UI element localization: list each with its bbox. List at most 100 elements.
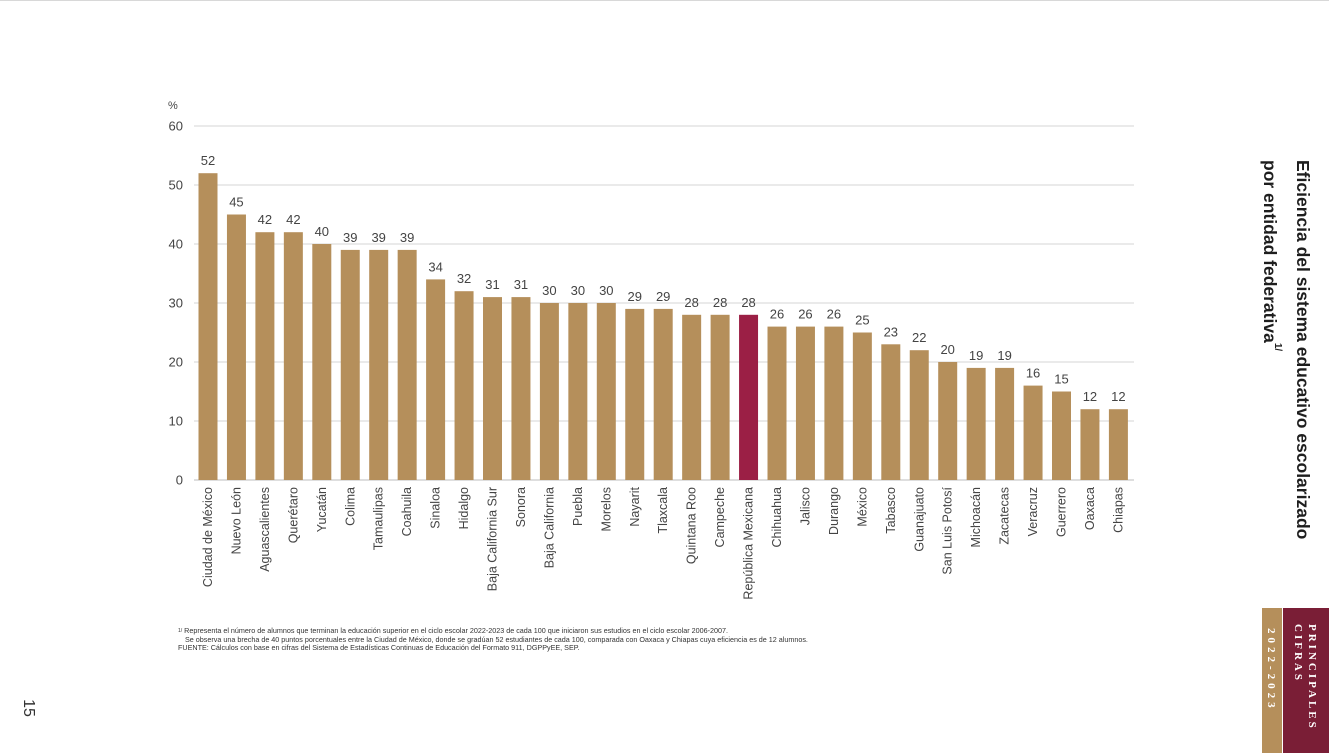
bar	[710, 314, 730, 480]
bar-value-label: 28	[741, 295, 755, 310]
bars	[198, 173, 1128, 480]
bar	[369, 249, 389, 480]
x-tick-label: Tamaulipas	[372, 487, 386, 550]
bar-value-label: 12	[1083, 389, 1097, 404]
y-tick-label: 20	[169, 355, 183, 370]
bar-value-label: 15	[1054, 372, 1068, 387]
bar	[795, 326, 815, 480]
x-tick-label: Campeche	[713, 487, 727, 547]
bar	[739, 314, 759, 480]
x-tick-label: Baja California	[542, 487, 556, 568]
bar-value-label: 29	[628, 289, 642, 304]
bar	[454, 291, 474, 480]
bar	[682, 314, 702, 480]
bar	[596, 303, 616, 480]
bar	[397, 249, 417, 480]
bar-value-label: 32	[457, 271, 471, 286]
chart-notes: 1/ Representa el número de alumnos que t…	[178, 626, 898, 653]
badge-label: PRINCIPALES CIFRAS	[1291, 624, 1319, 731]
y-tick-label: 30	[169, 296, 183, 311]
bar-value-label: 31	[514, 277, 528, 292]
y-axis-unit-label: %	[168, 100, 178, 112]
chart-title: Eficiencia del sistema educativo escolar…	[1260, 160, 1315, 600]
y-axis: 0 10 20 30 40 50 60	[169, 119, 183, 488]
badge-year-strip: 2022-2023	[1262, 608, 1282, 753]
bar-value-label: 26	[827, 307, 841, 322]
bar	[255, 232, 275, 480]
bar	[1108, 409, 1128, 480]
x-tick-label: Yucatán	[315, 487, 329, 532]
bar	[340, 249, 360, 480]
bar	[909, 350, 929, 480]
x-tick-label: Sonora	[514, 487, 528, 527]
x-tick-label: Sinaloa	[429, 487, 443, 529]
x-tick-label: Chiapas	[1111, 487, 1125, 533]
data-labels: 52 45 42 42 40 39 39 39 34 32 31 31 30 30 30 29 29 28 28 28…	[201, 153, 1126, 404]
x-tick-label: Nuevo León	[229, 487, 243, 554]
x-tick-label: Jalisco	[798, 487, 812, 525]
x-tick-label: Guanajuato	[912, 487, 926, 552]
bar	[995, 367, 1015, 480]
bar-value-label: 16	[1026, 366, 1040, 381]
x-tick-label: Morelos	[599, 487, 613, 531]
bar-value-label: 29	[656, 289, 670, 304]
bar	[426, 279, 446, 480]
bar-value-label: 25	[855, 313, 869, 328]
x-tick-label: Aguascalientes	[258, 487, 272, 572]
bar	[226, 214, 246, 480]
bar	[1080, 409, 1100, 480]
chart-title-line-1: Eficiencia del sistema educativo escolar…	[1293, 160, 1313, 540]
bar-value-label: 12	[1111, 389, 1125, 404]
bar	[881, 344, 901, 480]
badge-label-strip: PRINCIPALES CIFRAS	[1283, 608, 1329, 753]
bar-value-label: 20	[940, 342, 954, 357]
page-number: 15	[20, 699, 37, 717]
bar	[539, 303, 559, 480]
bar	[824, 326, 844, 480]
footnote-line-2: Se observa una brecha de 40 puntos porce…	[185, 634, 808, 644]
y-tick-label: 50	[169, 178, 183, 193]
x-tick-label: Oaxaca	[1083, 487, 1097, 530]
x-tick-label: Nayarit	[628, 486, 642, 526]
chart-title-line-2: por entidad federativa1/	[1257, 160, 1290, 600]
bar	[483, 297, 502, 480]
x-tick-label: Tabasco	[884, 487, 898, 534]
x-tick-label: Durango	[827, 487, 841, 535]
bar-value-label: 39	[371, 230, 385, 245]
footnote: 1/ Representa el número de alumnos que t…	[178, 626, 898, 644]
x-tick-label: Tlaxcala	[656, 487, 670, 534]
bar-value-label: 31	[485, 277, 499, 292]
bar	[852, 332, 872, 480]
bar-value-label: 19	[969, 348, 983, 363]
bar-value-label: 52	[201, 153, 215, 168]
x-tick-label: Baja California Sur	[486, 487, 500, 591]
bar	[312, 244, 332, 480]
bar-value-label: 23	[884, 324, 898, 339]
bar	[625, 308, 645, 480]
top-divider	[0, 0, 1329, 1]
x-tick-label: Querétaro	[286, 487, 300, 543]
badge-label-line-1: PRINCIPALES	[1306, 624, 1318, 731]
source-note: FUENTE: Cálculos con base en cifras del …	[178, 643, 580, 653]
bar-value-label: 19	[997, 348, 1011, 363]
bar	[1023, 385, 1043, 480]
bar-value-label: 30	[599, 283, 613, 298]
x-tick-label: Puebla	[571, 487, 585, 526]
bar-value-label: 28	[684, 295, 698, 310]
y-tick-label: 40	[169, 237, 183, 252]
bar-value-label: 30	[571, 283, 585, 298]
bar	[966, 367, 986, 480]
bar-value-label: 22	[912, 330, 926, 345]
y-tick-label: 0	[176, 473, 183, 488]
x-tick-label: República Mexicana	[742, 487, 756, 600]
bar	[767, 326, 787, 480]
x-axis: Ciudad de México Nuevo León Aguascalientes…	[201, 486, 1125, 599]
bar	[938, 362, 958, 480]
bar	[198, 173, 218, 480]
y-tick-label: 60	[169, 119, 183, 134]
bar-value-label: 26	[798, 307, 812, 322]
x-tick-label: Chihuahua	[770, 487, 784, 548]
x-tick-label: México	[855, 487, 869, 527]
bar-value-label: 30	[542, 283, 556, 298]
bar-value-label: 40	[315, 224, 329, 239]
